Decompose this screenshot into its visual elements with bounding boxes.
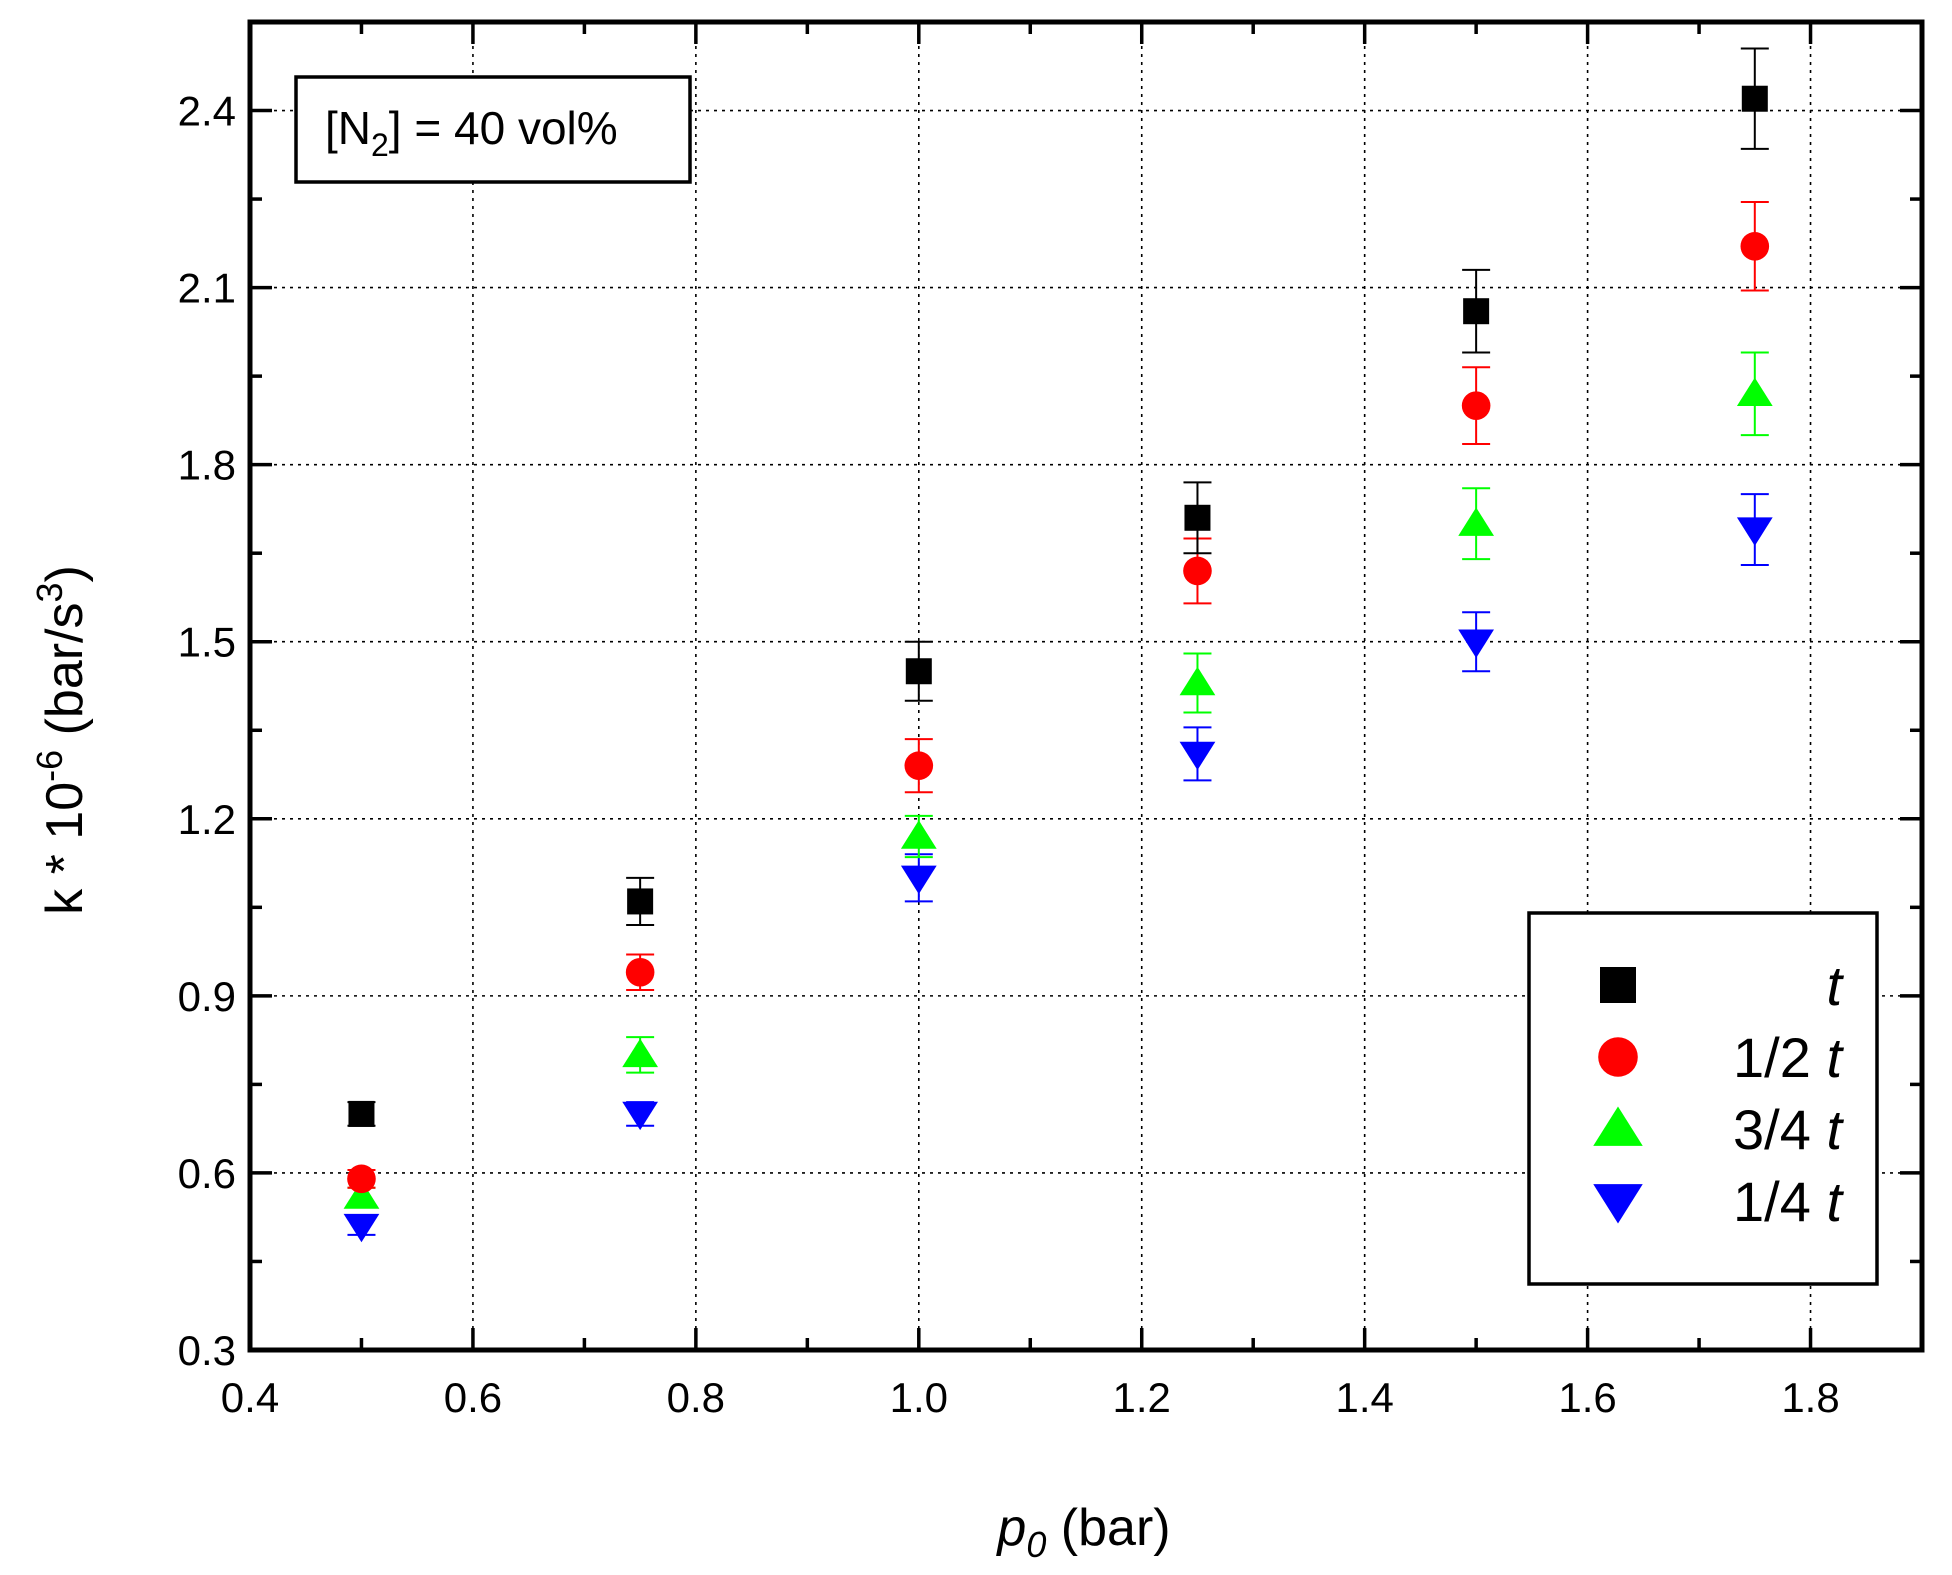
data-point-triangle-up — [1179, 666, 1216, 696]
data-point-triangle-down — [1458, 629, 1495, 658]
data-point-circle — [1461, 391, 1491, 420]
data-point-square — [1184, 504, 1211, 531]
data-point-circle — [904, 751, 934, 780]
axis-ticks — [248, 22, 1924, 1352]
data-point-triangle-up — [622, 1038, 659, 1068]
data-point-square — [905, 658, 932, 685]
data-markers — [343, 85, 1773, 1243]
y-axis-title: k * 10-6 (bar/s3) — [29, 565, 94, 915]
legend-frame — [1527, 911, 1879, 1286]
x-tick-label: 0.6 — [444, 1374, 502, 1421]
data-point-triangle-up — [900, 820, 937, 849]
annotation-text: [N2] = 40 vol% — [325, 102, 618, 163]
y-tick-label: 0.9 — [178, 973, 236, 1020]
y-tick-label: 2.4 — [178, 88, 236, 135]
legend-label: 1/4 t — [1733, 1170, 1844, 1233]
data-point-square — [348, 1100, 375, 1127]
legend-marker-triangle-up — [1593, 1106, 1643, 1146]
plot-frame — [247, 19, 1925, 1353]
data-point-triangle-up — [1458, 507, 1495, 536]
legend-marker-circle — [1598, 1037, 1638, 1077]
tick-labels: 0.4 0.6 0.8 1.0 1.2 1.4 1.6 1.8 0.3 0.6 0.9 1.2 1.5 1… — [178, 88, 1840, 1421]
data-point-circle — [1183, 556, 1212, 586]
data-point-square — [1463, 298, 1490, 325]
data-point-triangle-up — [1736, 377, 1773, 407]
y-tick-label: 2.1 — [178, 265, 236, 312]
legend-label: 3/4 t — [1733, 1098, 1844, 1161]
data-point-triangle-down — [622, 1101, 659, 1131]
y-tick-label: 0.3 — [178, 1327, 236, 1374]
data-point-triangle-up — [343, 1180, 380, 1209]
legend-label: 1/2 t — [1733, 1026, 1844, 1089]
y-tick-label: 1.5 — [178, 619, 236, 666]
x-tick-label: 1.6 — [1558, 1374, 1616, 1421]
x-tick-label: 1.4 — [1335, 1374, 1393, 1421]
y-tick-label: 1.8 — [178, 442, 236, 489]
x-tick-label: 0.4 — [221, 1374, 279, 1421]
legend-marker-square — [1600, 967, 1636, 1003]
legend-entries: t 1/2 t 3/4 t 1/4 t — [1593, 954, 1844, 1233]
data-point-square — [1741, 85, 1768, 112]
x-tick-label: 1.8 — [1781, 1374, 1839, 1421]
annotation-frame — [294, 75, 692, 184]
data-point-circle — [347, 1164, 376, 1194]
data-point-circle — [625, 957, 655, 987]
y-tick-label: 1.2 — [178, 796, 236, 843]
annotation-box: [N2] = 40 vol% — [294, 75, 692, 184]
x-tick-label: 1.2 — [1113, 1374, 1171, 1421]
data-point-square — [627, 888, 654, 915]
data-point-triangle-down — [1736, 517, 1773, 546]
x-tick-label: 0.8 — [667, 1374, 725, 1421]
legend: t 1/2 t 3/4 t 1/4 t — [1527, 911, 1879, 1286]
data-point-triangle-down — [1179, 741, 1216, 771]
data-point-triangle-down — [900, 865, 937, 895]
x-axis-title: p0 (bar) — [995, 1499, 1170, 1565]
legend-label: t — [1826, 954, 1844, 1017]
data-point-circle — [1740, 231, 1770, 261]
x-tick-label: 1.0 — [890, 1374, 948, 1421]
legend-marker-triangle-down — [1593, 1184, 1643, 1224]
y-tick-label: 0.6 — [178, 1150, 236, 1197]
data-point-triangle-down — [343, 1213, 380, 1243]
